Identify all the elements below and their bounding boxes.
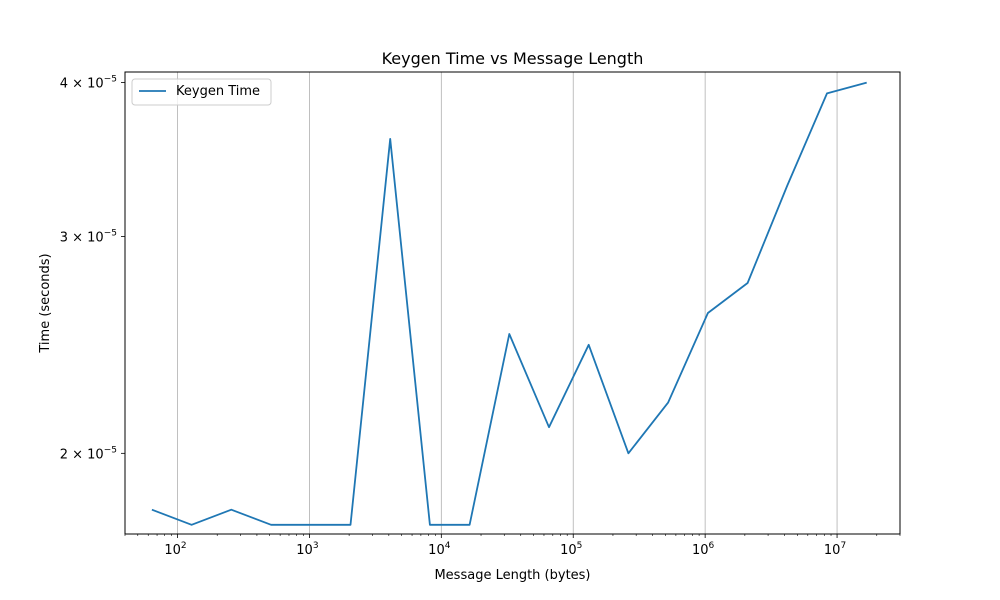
x-tick-label: 103 — [296, 541, 318, 558]
plot-area-frame — [124, 71, 901, 535]
series-layer — [151, 81, 867, 526]
x-tick-label: 104 — [428, 541, 451, 558]
x-tick-label: 106 — [692, 541, 715, 558]
legend: Keygen Time — [131, 78, 272, 106]
series-line-keygen-time — [151, 81, 867, 526]
y-axis-label: Time (seconds) — [38, 253, 53, 353]
x-axis-label: Message Length (bytes) — [434, 568, 590, 583]
y-tick-label: 2 × 10−5 — [60, 445, 117, 462]
x-axis-ticks: 102 103 104 105 106 107 — [164, 534, 846, 558]
y-tick-label: 4 × 10−5 — [60, 75, 117, 92]
y-tick-label: 3 × 10−5 — [60, 228, 117, 245]
x-tick-label: 102 — [164, 541, 186, 558]
chart-title: Keygen Time vs Message Length — [382, 49, 644, 68]
y-axis-ticks: 2 × 10−5 3 × 10−5 4 × 10−5 — [60, 75, 125, 462]
legend-label-keygen-time: Keygen Time — [176, 84, 260, 99]
grid-lines — [177, 72, 838, 534]
legend-box — [131, 78, 272, 106]
x-tick-label: 105 — [560, 541, 582, 558]
x-tick-label: 107 — [824, 541, 846, 558]
